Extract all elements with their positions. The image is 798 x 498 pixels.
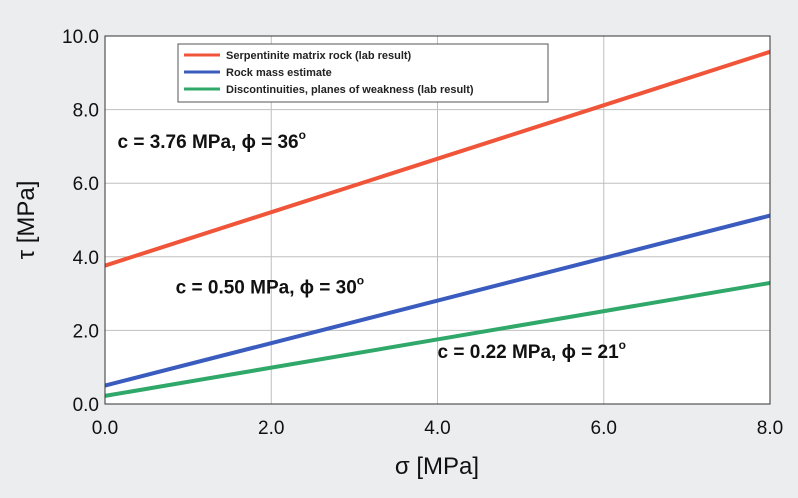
x-tick-label-2: 4.0 (424, 418, 450, 439)
annotation-1: c = 0.50 MPa, ϕ = 30o (176, 274, 364, 299)
y-tick-label-5: 10.0 (62, 27, 99, 48)
annotation-0: c = 3.76 MPa, ϕ = 36o (117, 128, 305, 153)
x-tick-label-3: 6.0 (591, 418, 617, 439)
plot-area-border (104, 35, 771, 405)
y-tick-label-3: 6.0 (73, 174, 99, 195)
x-tick-label-0: 0.0 (92, 418, 118, 439)
series-layer (104, 49, 771, 398)
series-line-2 (104, 280, 771, 398)
y-tick-label-4: 8.0 (73, 101, 99, 122)
x-tick-label-1: 2.0 (258, 418, 284, 439)
y-tick-label-0: 0.0 (73, 395, 99, 416)
y-axis-title: τ [MPa] (13, 181, 40, 260)
y-tick-label-2: 4.0 (73, 248, 99, 269)
annotations: c = 3.76 MPa, ϕ = 36o c = 0.50 MPa, ϕ = 3… (117, 128, 626, 363)
annotation-2: c = 0.22 MPa, ϕ = 21o (438, 338, 626, 363)
series-line-1 (104, 213, 771, 388)
legend: Serpentinite matrix rock (lab result) Roc… (177, 43, 549, 103)
tick-labels: 0.0 2.0 4.0 6.0 8.0 0.0 2.0 4.0 6.0 8.0 10.0 (62, 27, 783, 439)
legend-label-1: Rock mass estimate (226, 67, 332, 79)
series-line-0 (104, 49, 771, 268)
legend-box (177, 43, 549, 103)
legend-label-0: Serpentinite matrix rock (lab result) (226, 50, 412, 62)
x-tick-label-4: 8.0 (757, 418, 783, 439)
y-tick-label-1: 2.0 (73, 321, 99, 342)
x-axis-title: σ [MPa] (395, 453, 479, 480)
legend-label-2: Discontinuities, planes of weakness (lab… (226, 84, 474, 96)
